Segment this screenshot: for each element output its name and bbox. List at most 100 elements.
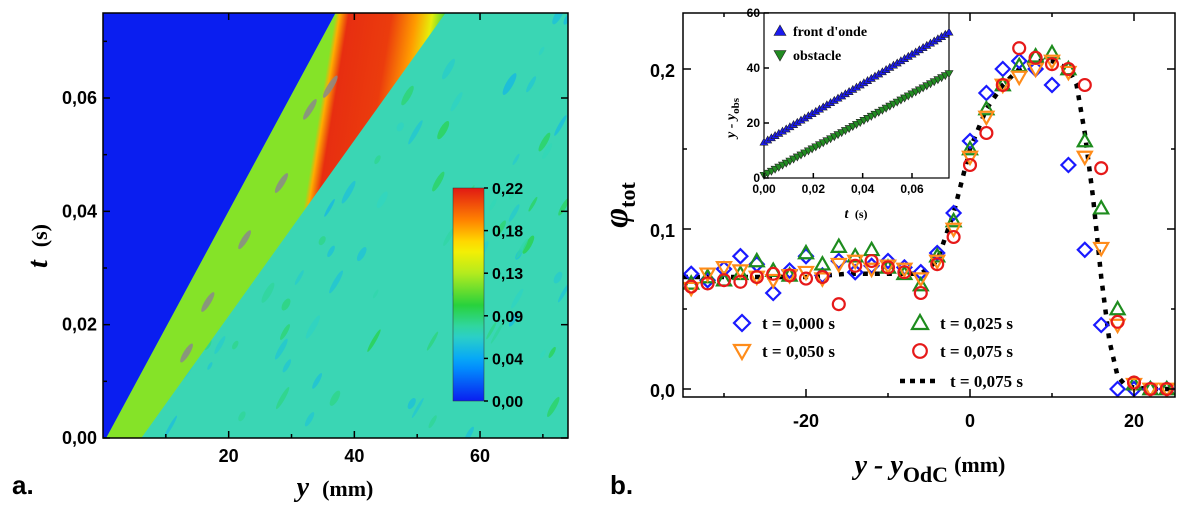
legend-label: t = 0,000 s	[762, 314, 835, 333]
inset-ylabel-sub: obs	[730, 97, 742, 114]
data-point	[1028, 50, 1043, 65]
profile-xtick-label: -20	[793, 411, 819, 431]
noise-streak	[542, 143, 553, 159]
data-point	[731, 264, 750, 280]
inset-legend: front d'onde obstacle	[773, 24, 867, 64]
inset-legend-label: obstacle	[793, 49, 841, 64]
noise-streak	[522, 235, 535, 254]
profile-markers	[683, 41, 1175, 397]
noise-streak	[558, 198, 568, 216]
data-point	[961, 139, 979, 156]
colorbar-tick-label: 0,00	[492, 394, 523, 411]
data-point	[928, 244, 946, 262]
noise-streak	[428, 415, 437, 429]
data-point	[1061, 61, 1076, 77]
data-point	[864, 253, 879, 269]
noise-streak	[512, 153, 520, 166]
data-point	[829, 237, 848, 253]
data-point	[1044, 57, 1060, 72]
inset-ytick-label: 20	[747, 116, 761, 130]
inset-plot-area	[763, 12, 950, 179]
data-point	[961, 150, 979, 167]
gray-patch	[201, 292, 215, 312]
noise-streak	[275, 387, 290, 410]
data-point	[879, 252, 897, 270]
inset-xtick-label: 0,02	[802, 182, 826, 196]
data-point	[1012, 41, 1027, 56]
noise-streak	[508, 313, 518, 327]
noise-streak	[526, 76, 537, 93]
panel-label-b: b.	[610, 470, 633, 500]
noise-streak	[324, 199, 335, 217]
heatmap-ytick-label: 0,04	[62, 201, 97, 221]
noise-streak	[442, 58, 455, 80]
data-point	[944, 222, 963, 239]
data-point	[797, 243, 815, 260]
noise-streak	[450, 92, 463, 112]
noise-streak	[490, 320, 505, 344]
heatmap-xtick-label: 60	[470, 446, 490, 466]
heatmap-ylabel-main: t	[23, 259, 54, 268]
noise-streak	[329, 390, 341, 406]
legend-marker	[732, 343, 752, 362]
data-point	[1143, 381, 1158, 397]
data-point	[1092, 198, 1111, 215]
heatmap-frame	[102, 12, 569, 439]
legend-label: t = 0,050 s	[762, 342, 835, 361]
heatmap-xlabel-unit: (mm)	[322, 476, 373, 501]
inset-xtick-label: 0,00	[752, 182, 776, 196]
noise-streak	[552, 13, 565, 25]
colorbar-ticks: 0,22 0,18 0,13 0,09 0,04 0,00	[484, 181, 523, 411]
inset-ylabel: y - yobs	[724, 97, 742, 140]
noise-streak	[367, 329, 381, 352]
noise-streak	[408, 120, 423, 145]
data-point	[1125, 377, 1143, 394]
gray-patch	[322, 75, 338, 98]
colorbar-tick-label: 0,04	[492, 351, 523, 368]
data-point	[977, 99, 996, 116]
panel-label-a: a.	[12, 470, 34, 500]
noise-streak	[538, 132, 551, 152]
inset-ytick-label: 0	[753, 171, 760, 185]
data-point	[766, 266, 781, 281]
heatmap-ytick-label: 0,06	[62, 88, 97, 108]
noise-streak	[376, 191, 388, 209]
noise-streak	[374, 155, 381, 165]
noise-streak	[280, 324, 290, 340]
inset-legend-marker	[773, 50, 787, 62]
heatmap-ytick-label: 0,00	[62, 428, 97, 448]
data-point	[862, 262, 881, 279]
profile-ytick-label: 0,0	[650, 381, 675, 401]
inset-point	[944, 27, 954, 36]
noise-streak	[502, 73, 517, 95]
gray-patch	[238, 230, 251, 250]
heatmap-ylabel-unit: (s)	[27, 224, 52, 247]
data-point	[815, 269, 830, 285]
data-point	[1010, 52, 1028, 70]
data-point	[1075, 150, 1094, 167]
data-point	[683, 281, 701, 298]
noise-streak	[214, 336, 226, 354]
inset-point	[944, 70, 954, 79]
noise-streak	[508, 204, 520, 222]
data-point	[1092, 316, 1110, 334]
data-point	[782, 268, 797, 283]
gray-patch	[303, 99, 317, 120]
noise-streak	[261, 282, 275, 303]
series-line-dotted	[683, 58, 1175, 392]
noise-streak	[547, 396, 560, 417]
data-point	[880, 260, 896, 275]
data-point	[716, 273, 732, 288]
heatmap-xlabel-main: y	[294, 472, 310, 503]
data-point	[946, 229, 961, 245]
heatmap-xtick-label: 20	[219, 446, 239, 466]
noise-streak	[432, 171, 445, 192]
inset-ytick-label: 40	[747, 61, 761, 75]
data-point	[764, 284, 782, 302]
data-point	[684, 279, 699, 294]
noise-streak	[327, 245, 335, 258]
legend-marker	[910, 312, 930, 331]
profile-xlabel-unit: (mm)	[954, 452, 1005, 477]
data-point	[747, 251, 766, 268]
